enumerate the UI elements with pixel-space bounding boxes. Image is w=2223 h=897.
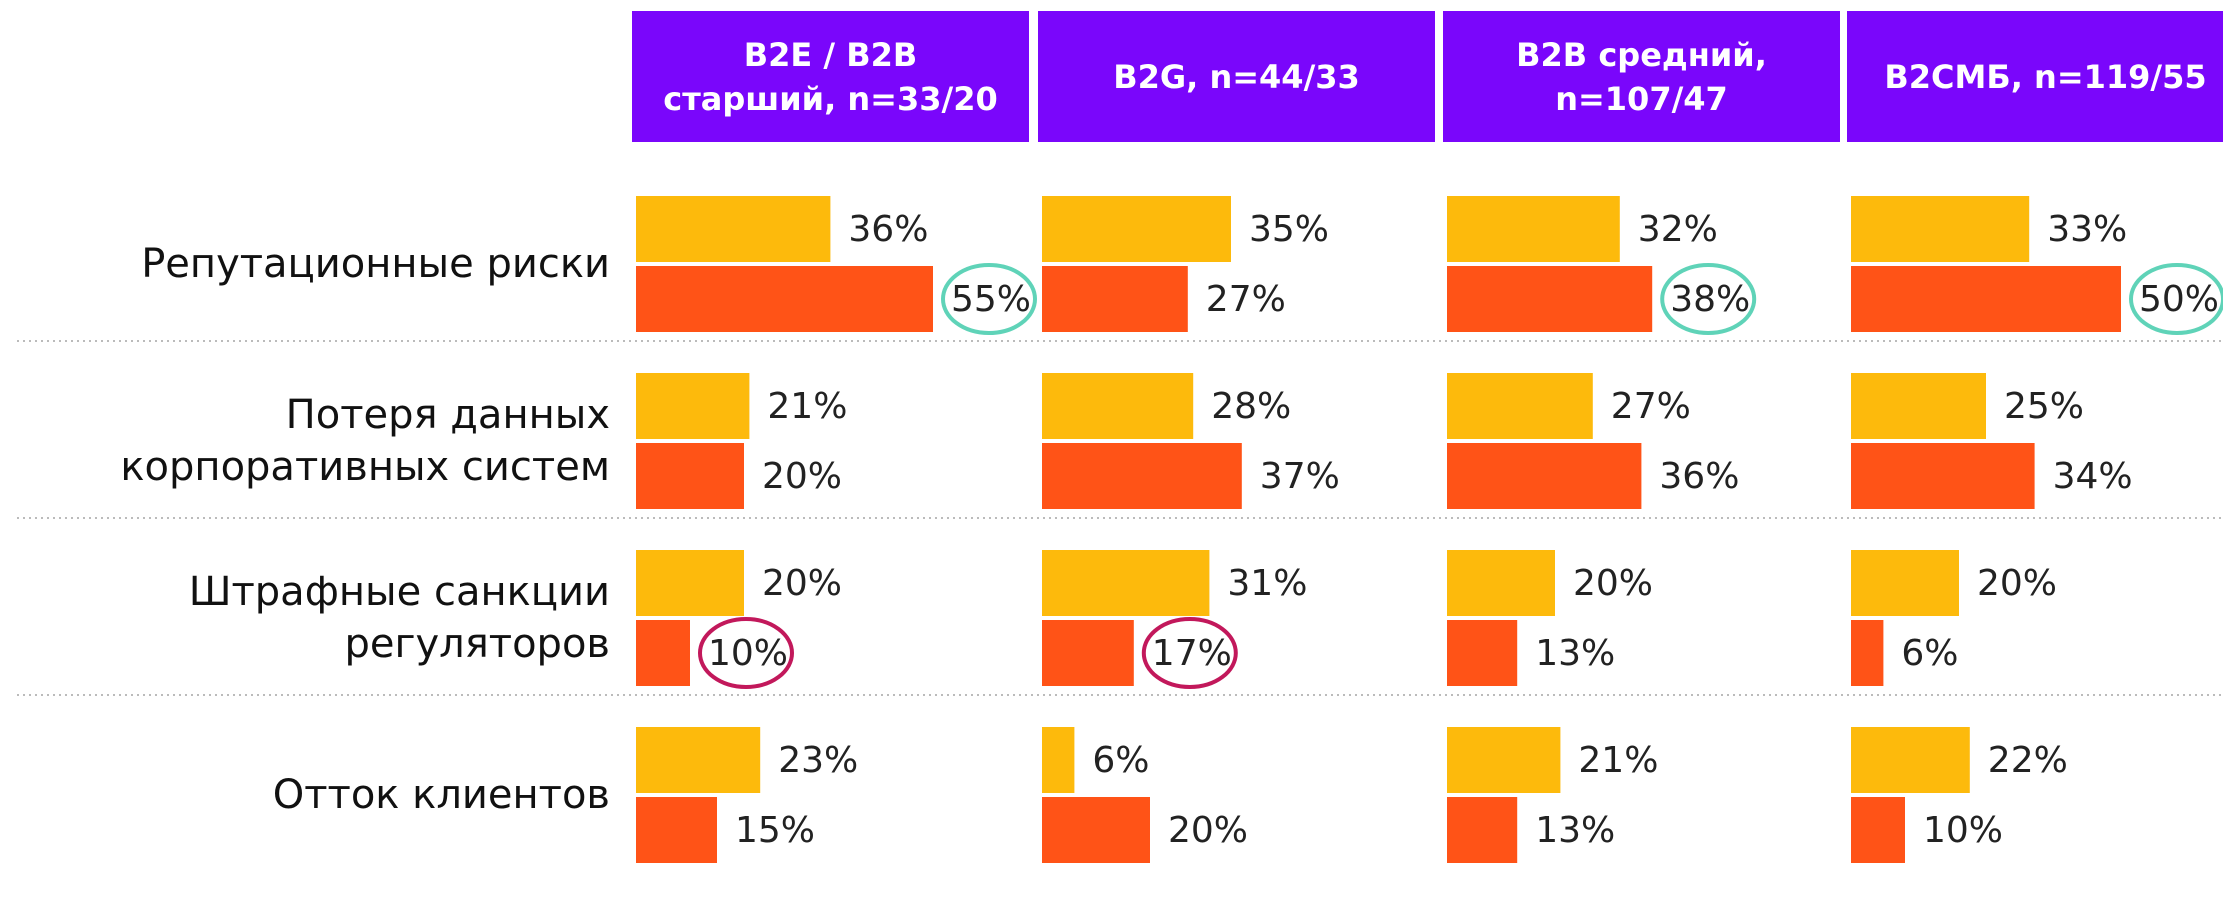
panel-header: B2B средний, n=107/47 (1443, 11, 1840, 142)
value-label: 20% (1977, 563, 2057, 604)
bar (1042, 620, 1134, 686)
bar (1851, 373, 1986, 439)
bar (1042, 443, 1242, 509)
highlight-circle (2129, 263, 2223, 335)
value-label: 37% (1260, 456, 1340, 497)
value-label: 31% (1227, 563, 1307, 604)
bar (1042, 266, 1188, 332)
value-label: 20% (1168, 810, 1248, 851)
bar (636, 550, 744, 616)
panel-header: B2E / B2B старший, n=33/20 (632, 11, 1029, 142)
value-label: 15% (735, 810, 815, 851)
bar (636, 196, 831, 262)
value-label: 27% (1206, 279, 1286, 320)
highlight-circle (941, 263, 1037, 335)
category-label: Потеря данных корпоративных систем (120, 392, 610, 490)
value-label: 36% (1659, 456, 1739, 497)
value-label: 20% (1573, 563, 1653, 604)
bar (1447, 727, 1561, 793)
value-label: 23% (778, 740, 858, 781)
category-label: Отток клиентов (272, 772, 610, 818)
panel-header: B2СМБ, n=119/55 (1847, 11, 2223, 142)
bar (1447, 797, 1518, 863)
bar (636, 266, 933, 332)
highlight-circle (1141, 617, 1238, 689)
value-label: 50% (2139, 279, 2219, 320)
bar (1447, 266, 1653, 332)
bar (1042, 373, 1194, 439)
value-label: 10% (1923, 810, 2003, 851)
bar (1042, 196, 1231, 262)
bar (1851, 727, 1970, 793)
value-label: 20% (762, 456, 842, 497)
bar (1851, 266, 2121, 332)
bar (636, 797, 717, 863)
value-label: 20% (762, 563, 842, 604)
value-label: 35% (1249, 209, 1329, 250)
bar (1851, 550, 1959, 616)
bar (1042, 727, 1075, 793)
value-label: 28% (1211, 386, 1291, 427)
value-label: 22% (1988, 740, 2068, 781)
value-label: 38% (1670, 279, 1750, 320)
value-label: 27% (1611, 386, 1691, 427)
bar (1447, 443, 1642, 509)
value-label: 6% (1901, 633, 1958, 674)
value-label: 25% (2004, 386, 2084, 427)
bar (636, 727, 761, 793)
highlight-circle (1660, 263, 1757, 335)
panel-header: B2G, n=44/33 (1038, 11, 1435, 142)
bar (1851, 620, 1884, 686)
value-label: 32% (1638, 209, 1718, 250)
value-label: 13% (1535, 633, 1615, 674)
category-label: Репутационные риски (141, 241, 610, 287)
value-label: 34% (2053, 456, 2133, 497)
bar (1042, 797, 1150, 863)
bar (1447, 620, 1518, 686)
value-label: 21% (767, 386, 847, 427)
value-label: 10% (708, 633, 788, 674)
bar (1851, 196, 2030, 262)
value-label: 33% (2047, 209, 2127, 250)
value-label: 13% (1535, 810, 1615, 851)
bar (1447, 373, 1593, 439)
bar (636, 373, 750, 439)
value-label: 17% (1152, 633, 1232, 674)
value-label: 21% (1578, 740, 1658, 781)
value-label: 55% (951, 279, 1031, 320)
category-label: Штрафные санкции регуляторов (188, 569, 610, 667)
bar (1851, 443, 2035, 509)
bar (636, 620, 690, 686)
highlight-circle (698, 617, 794, 689)
bar (1447, 550, 1555, 616)
bar (636, 443, 744, 509)
bar (1447, 196, 1620, 262)
bar (1042, 550, 1210, 616)
bar (1851, 797, 1905, 863)
value-label: 6% (1092, 740, 1149, 781)
value-label: 36% (848, 209, 928, 250)
